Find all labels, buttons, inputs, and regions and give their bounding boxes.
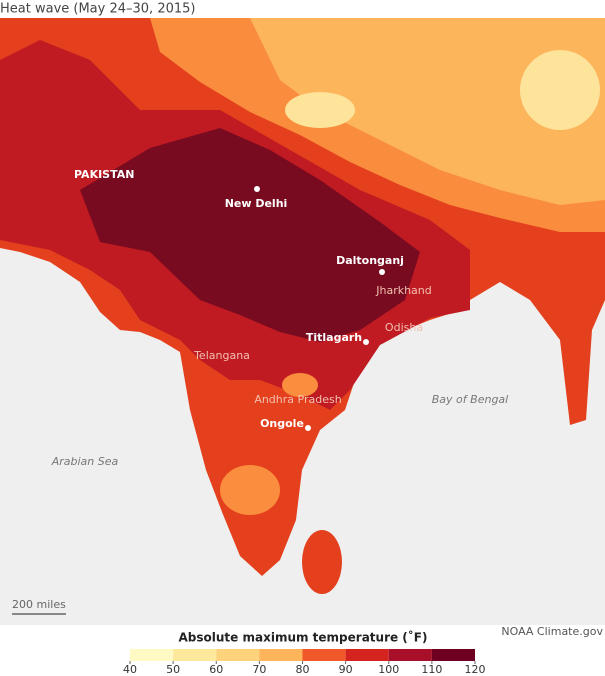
state-label: Andhra Pradesh xyxy=(254,393,341,406)
hottest-zone xyxy=(80,128,420,342)
legend-swatch xyxy=(173,649,217,661)
legend-tick-label: 110 xyxy=(421,663,442,676)
legend-tick-label: 90 xyxy=(339,663,353,676)
scale-bar-label: 200 miles xyxy=(12,598,66,611)
city-dot xyxy=(305,425,311,431)
city-label: Ongole xyxy=(260,417,304,430)
legend-tick-label: 40 xyxy=(123,663,137,676)
title: Heat wave (May 24–30, 2015) xyxy=(0,2,195,17)
country-label: PAKISTAN xyxy=(74,168,134,181)
legend-tick-label: 70 xyxy=(252,663,266,676)
warm-spot xyxy=(282,373,318,397)
city-dot xyxy=(363,339,369,345)
legend-swatch xyxy=(216,649,260,661)
state-label: Odisha xyxy=(385,321,423,334)
legend-tick-label: 50 xyxy=(166,663,180,676)
legend-title: Absolute maximum temperature (˚F) xyxy=(179,630,428,645)
city-label: Titlagarh xyxy=(306,331,362,344)
plateau-cool xyxy=(250,18,605,205)
legend-swatch xyxy=(431,649,475,661)
state-label: Jharkhand xyxy=(375,284,432,297)
city-dot xyxy=(379,269,385,275)
water-label: Bay of Bengal xyxy=(432,393,508,406)
plateau-coolest xyxy=(520,50,600,130)
city-label: New Delhi xyxy=(225,197,288,210)
legend-swatch xyxy=(388,649,432,661)
legend-tick-label: 80 xyxy=(296,663,310,676)
city-label: Daltonganj xyxy=(336,254,404,267)
legend-swatch xyxy=(259,649,303,661)
plateau-coolest xyxy=(285,92,355,128)
city-dot xyxy=(254,186,260,192)
warm-spot xyxy=(220,465,280,515)
sri-lanka xyxy=(302,530,342,594)
legend-swatch xyxy=(302,649,346,661)
credit: NOAA Climate.gov xyxy=(501,625,603,638)
legend-tick-label: 100 xyxy=(378,663,399,676)
legend: 40 50 60 70 80 90 100 110 120 xyxy=(123,649,486,676)
legend-swatch xyxy=(345,649,389,661)
legend-swatch xyxy=(130,649,174,661)
legend-tick-label: 120 xyxy=(465,663,486,676)
state-label: Telangana xyxy=(193,349,250,362)
water-label: Arabian Sea xyxy=(51,455,119,468)
legend-tick-label: 60 xyxy=(209,663,223,676)
